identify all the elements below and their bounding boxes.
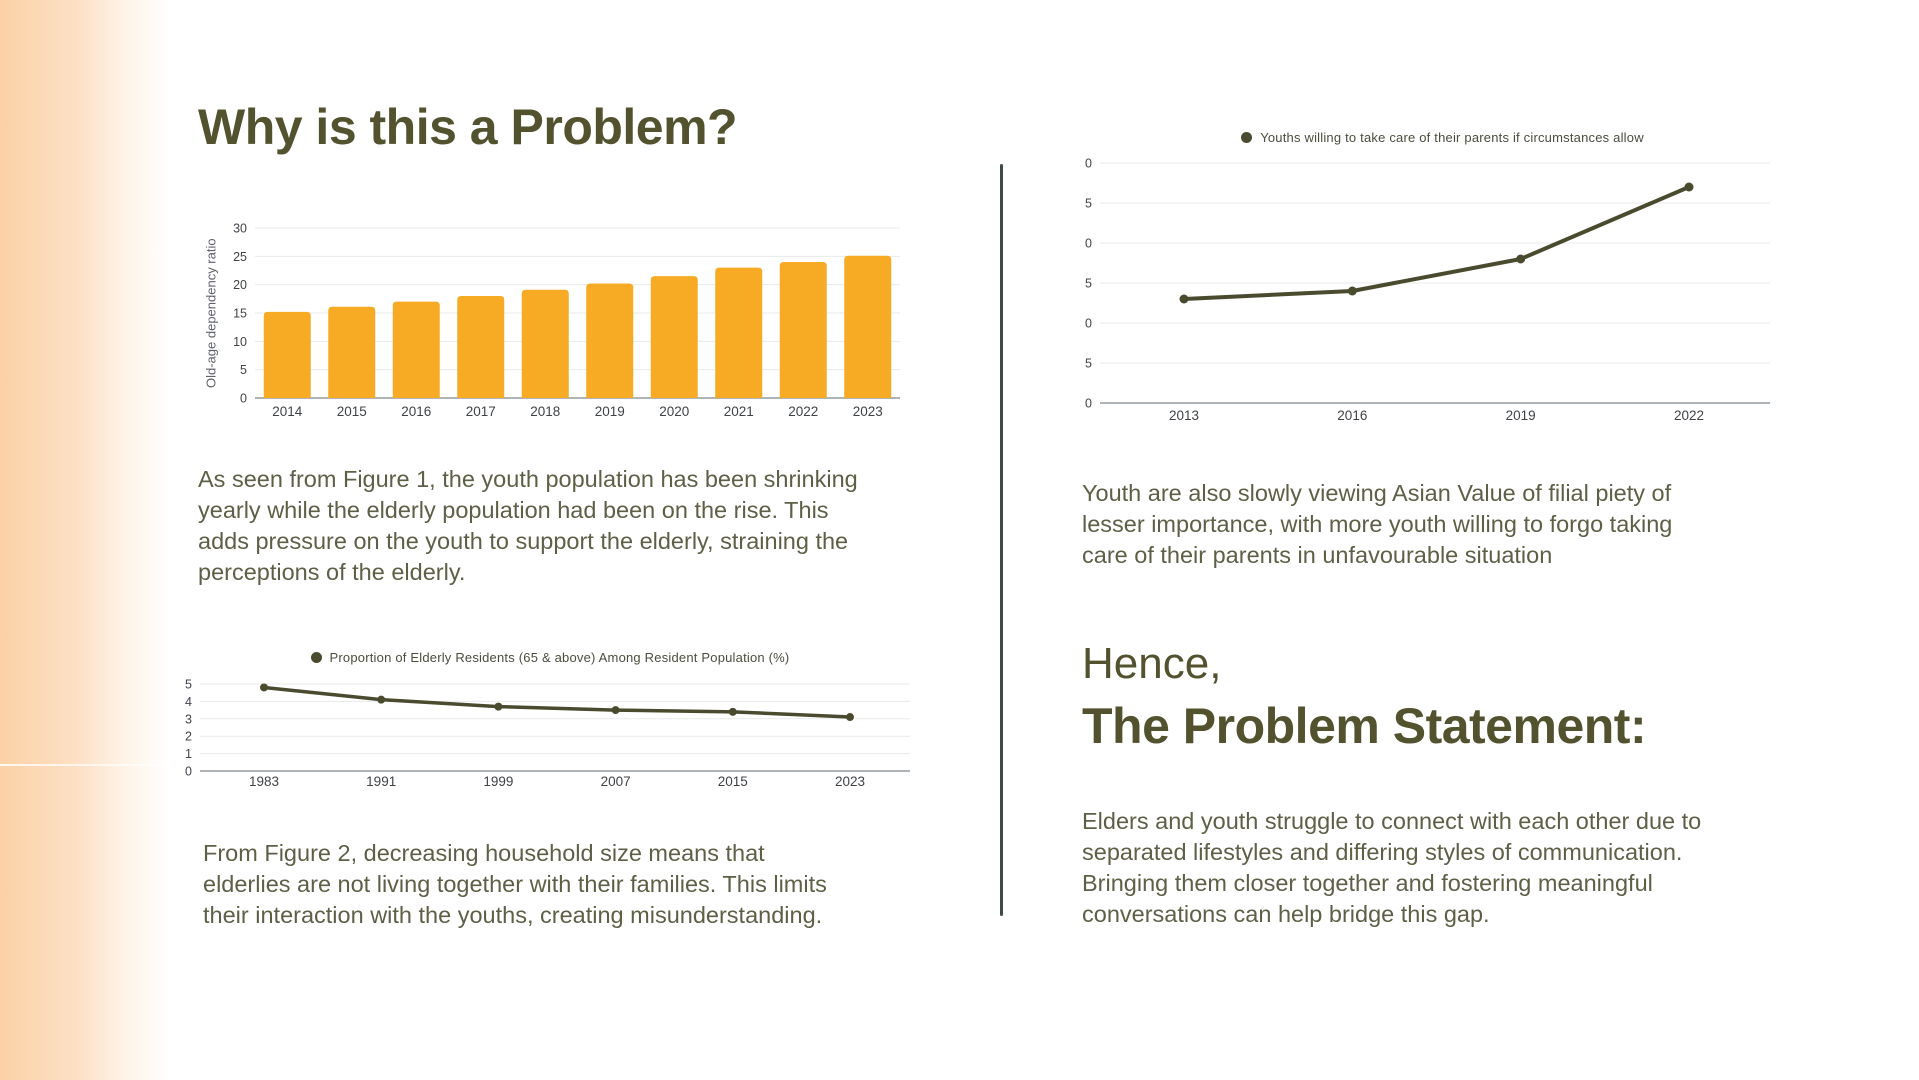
figure1-bar-chart: Old-age dependency ratio 0 5 10 15 20 25 30 201… bbox=[200, 218, 915, 438]
youths-line-chart: Youths willing to take care of their par… bbox=[1085, 126, 1800, 428]
svg-text:2023: 2023 bbox=[835, 774, 865, 789]
svg-text:1999: 1999 bbox=[483, 774, 513, 789]
legend-dot-icon bbox=[1241, 132, 1253, 143]
y-tick-labels: 0 5 10 15 20 25 30 bbox=[1085, 157, 1092, 411]
problem-statement-text: Elders and youth struggle to connect wit… bbox=[1082, 808, 1702, 927]
youths-legend-label: Youths willing to take care of their par… bbox=[1260, 130, 1644, 145]
problem-statement-label: The Problem Statement: bbox=[1082, 698, 1647, 754]
svg-text:2021: 2021 bbox=[724, 404, 754, 419]
slide-boundary-line bbox=[0, 764, 400, 766]
x-tick-labels: 2013 2016 2019 2022 bbox=[1169, 408, 1704, 423]
svg-text:5: 5 bbox=[1085, 357, 1092, 371]
y-tick-labels: 0 1 2 3 4 5 bbox=[185, 678, 192, 779]
svg-text:2015: 2015 bbox=[337, 404, 367, 419]
bar-2015 bbox=[328, 306, 376, 398]
svg-text:1983: 1983 bbox=[249, 774, 279, 789]
svg-text:1: 1 bbox=[185, 747, 192, 761]
svg-text:10: 10 bbox=[233, 335, 247, 349]
svg-text:2018: 2018 bbox=[530, 404, 560, 419]
bar-2018 bbox=[521, 289, 569, 398]
gridlines bbox=[1100, 162, 1770, 404]
svg-text:2022: 2022 bbox=[1674, 408, 1704, 423]
svg-text:20: 20 bbox=[233, 278, 247, 292]
bar-2020 bbox=[650, 276, 698, 398]
gridlines bbox=[200, 683, 910, 772]
figure1-bar-chart-svg: 0 5 10 15 20 25 30 2014 2015 2016 2017 2018 2019 2020… bbox=[233, 222, 900, 419]
x-tick-labels: 1983 1991 1999 2007 2015 2023 bbox=[249, 774, 865, 789]
y-tick-labels: 0 5 10 15 20 25 30 bbox=[233, 222, 247, 406]
svg-text:2013: 2013 bbox=[1169, 408, 1199, 423]
hence-label: Hence, bbox=[1082, 639, 1222, 688]
figure2-line-chart-svg: 0 1 2 3 4 5 1983 1991 1999 2007 2015 2023 bbox=[185, 678, 910, 789]
right-caption: Youth are also slowly viewing Asian Valu… bbox=[1082, 480, 1673, 568]
data-points bbox=[1179, 182, 1694, 304]
data-line bbox=[262, 685, 852, 719]
svg-text:2020: 2020 bbox=[659, 404, 689, 419]
data-points bbox=[260, 683, 854, 722]
svg-text:2014: 2014 bbox=[272, 404, 303, 419]
vertical-divider bbox=[1000, 164, 1003, 916]
svg-text:2007: 2007 bbox=[601, 774, 631, 789]
svg-text:0: 0 bbox=[1085, 397, 1092, 411]
svg-text:1991: 1991 bbox=[366, 774, 396, 789]
bar-2023 bbox=[844, 255, 892, 398]
svg-text:2017: 2017 bbox=[466, 404, 496, 419]
figure2-legend-label: Proportion of Elderly Residents (65 & ab… bbox=[329, 650, 790, 665]
svg-text:2015: 2015 bbox=[718, 774, 748, 789]
problem-statement-heading: Hence, The Problem Statement: bbox=[1082, 634, 1842, 758]
svg-text:5: 5 bbox=[185, 678, 192, 692]
svg-text:2016: 2016 bbox=[1337, 408, 1367, 423]
x-tick-labels: 2014 2015 2016 2017 2018 2019 2020 2021 2022 2023 bbox=[272, 404, 883, 419]
legend-dot-icon bbox=[310, 652, 322, 663]
svg-text:0: 0 bbox=[240, 392, 247, 406]
figure2-caption: From Figure 2, decreasing household size… bbox=[203, 840, 827, 928]
svg-text:20: 20 bbox=[1085, 237, 1092, 251]
svg-text:2022: 2022 bbox=[788, 404, 818, 419]
svg-text:5: 5 bbox=[240, 363, 247, 377]
bar-2019 bbox=[586, 283, 634, 398]
svg-text:10: 10 bbox=[1085, 317, 1092, 331]
figure1-caption: As seen from Figure 1, the youth populat… bbox=[198, 466, 858, 585]
bar-2016 bbox=[392, 301, 440, 398]
svg-text:25: 25 bbox=[1085, 197, 1092, 211]
bar-2017 bbox=[457, 296, 505, 398]
bar-2014 bbox=[263, 311, 311, 398]
youths-legend: Youths willing to take care of their par… bbox=[1085, 130, 1800, 145]
bar-2022 bbox=[779, 262, 827, 398]
svg-text:15: 15 bbox=[233, 307, 247, 321]
youths-line-chart-svg: 0 5 10 15 20 25 30 2013 2016 2019 2022 bbox=[1085, 157, 1770, 423]
data-line bbox=[1182, 185, 1691, 301]
svg-text:2016: 2016 bbox=[401, 404, 431, 419]
svg-text:2023: 2023 bbox=[853, 404, 883, 419]
svg-text:25: 25 bbox=[233, 250, 247, 264]
svg-text:2019: 2019 bbox=[1506, 408, 1536, 423]
bars bbox=[263, 255, 892, 398]
svg-text:30: 30 bbox=[233, 222, 247, 236]
bar-2021 bbox=[715, 267, 763, 398]
svg-text:15: 15 bbox=[1085, 277, 1092, 291]
svg-text:30: 30 bbox=[1085, 157, 1092, 171]
figure2-legend: Proportion of Elderly Residents (65 & ab… bbox=[185, 650, 915, 665]
svg-text:0: 0 bbox=[185, 765, 192, 779]
svg-text:2019: 2019 bbox=[595, 404, 625, 419]
svg-text:2: 2 bbox=[185, 730, 192, 744]
svg-text:3: 3 bbox=[185, 712, 192, 726]
page-title: Why is this a Problem? bbox=[198, 99, 738, 155]
svg-text:4: 4 bbox=[185, 695, 192, 709]
figure2-line-chart: Proportion of Elderly Residents (65 & ab… bbox=[185, 646, 915, 796]
left-gradient-band bbox=[0, 0, 170, 1080]
